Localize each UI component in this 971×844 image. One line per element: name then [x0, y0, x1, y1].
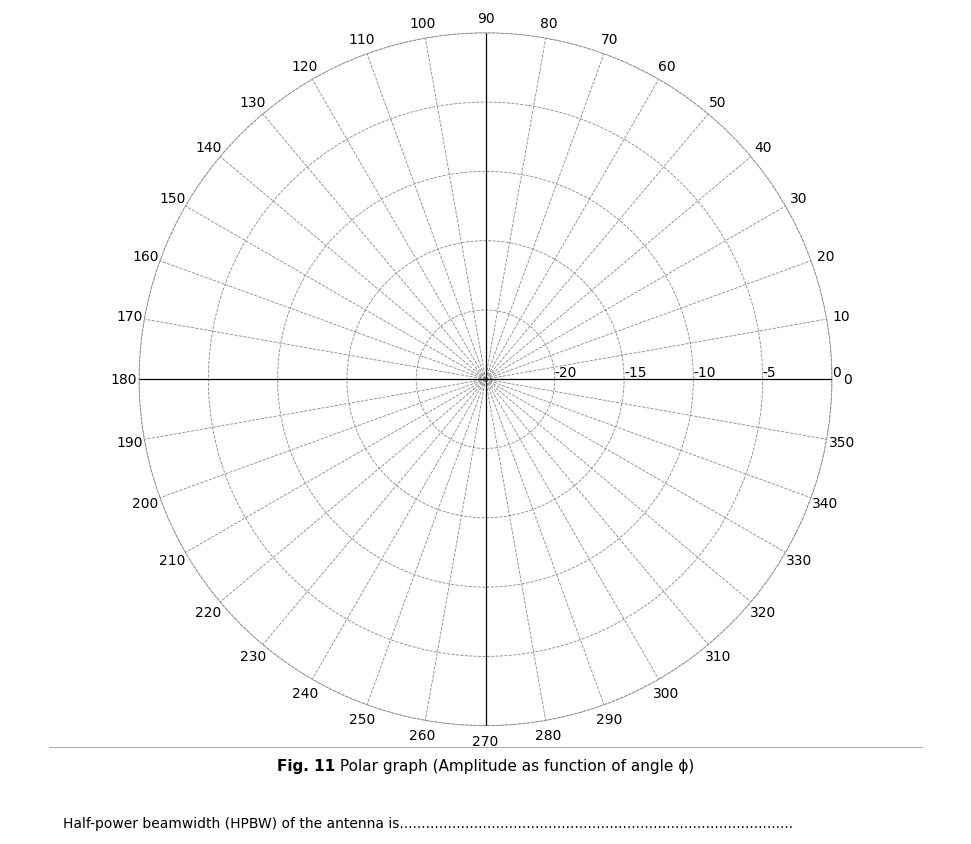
Text: Fig. 11: Fig. 11 — [277, 758, 335, 773]
Text: Polar graph (Amplitude as function of angle ϕ): Polar graph (Amplitude as function of an… — [335, 758, 694, 773]
Text: Half-power beamwidth (HPBW) of the antenna is...................................: Half-power beamwidth (HPBW) of the anten… — [63, 816, 793, 830]
